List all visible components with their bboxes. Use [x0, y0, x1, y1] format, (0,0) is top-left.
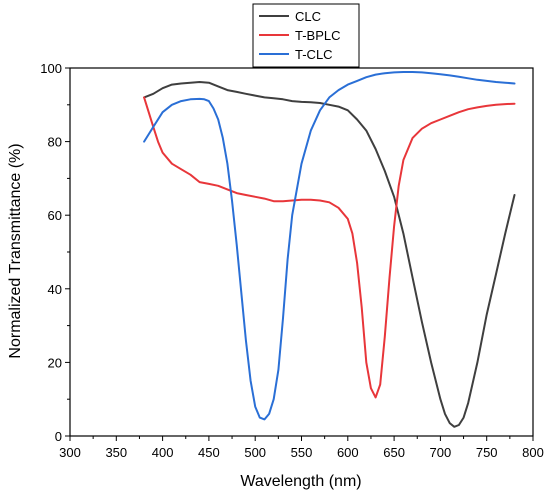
- y-axis-title: Normalized Transmittance (%): [7, 143, 24, 358]
- x-tick-label: 350: [105, 445, 127, 460]
- y-tick-label: 100: [40, 61, 62, 76]
- x-tick-label: 800: [522, 445, 544, 460]
- x-tick-label: 550: [291, 445, 313, 460]
- legend: CLC T-BPLC T-CLC: [252, 3, 360, 68]
- x-tick-label: 700: [430, 445, 452, 460]
- legend-label-clc: CLC: [295, 9, 321, 24]
- x-tick-label: 600: [337, 445, 359, 460]
- x-tick-label: 500: [244, 445, 266, 460]
- plot-border: [69, 67, 534, 437]
- series-line-clc: [143, 81, 516, 428]
- plot-area: [69, 67, 534, 437]
- y-tick-label: 80: [48, 135, 62, 150]
- y-tick-label: 0: [55, 429, 62, 444]
- x-axis: 300 350 400 450 500 550 600 650 700 750 800: [59, 436, 544, 460]
- y-axis: 0 20 40 60 80 100: [40, 61, 70, 444]
- y-tick-label: 60: [48, 208, 62, 223]
- x-tick-label: 650: [383, 445, 405, 460]
- legend-label-t-bplc: T-BPLC: [295, 28, 341, 43]
- y-tick-label: 20: [48, 355, 62, 370]
- x-axis-title: Wavelength (nm): [240, 473, 361, 490]
- series-lines: [143, 71, 516, 428]
- y-tick-label: 40: [48, 282, 62, 297]
- x-tick-label: 400: [152, 445, 174, 460]
- x-tick-label: 750: [476, 445, 498, 460]
- legend-label-t-clc: T-CLC: [295, 47, 333, 62]
- x-tick-label: 300: [59, 445, 81, 460]
- x-tick-label: 450: [198, 445, 220, 460]
- series-line-t-clc: [143, 71, 516, 421]
- series-line-t-bplc: [143, 96, 516, 399]
